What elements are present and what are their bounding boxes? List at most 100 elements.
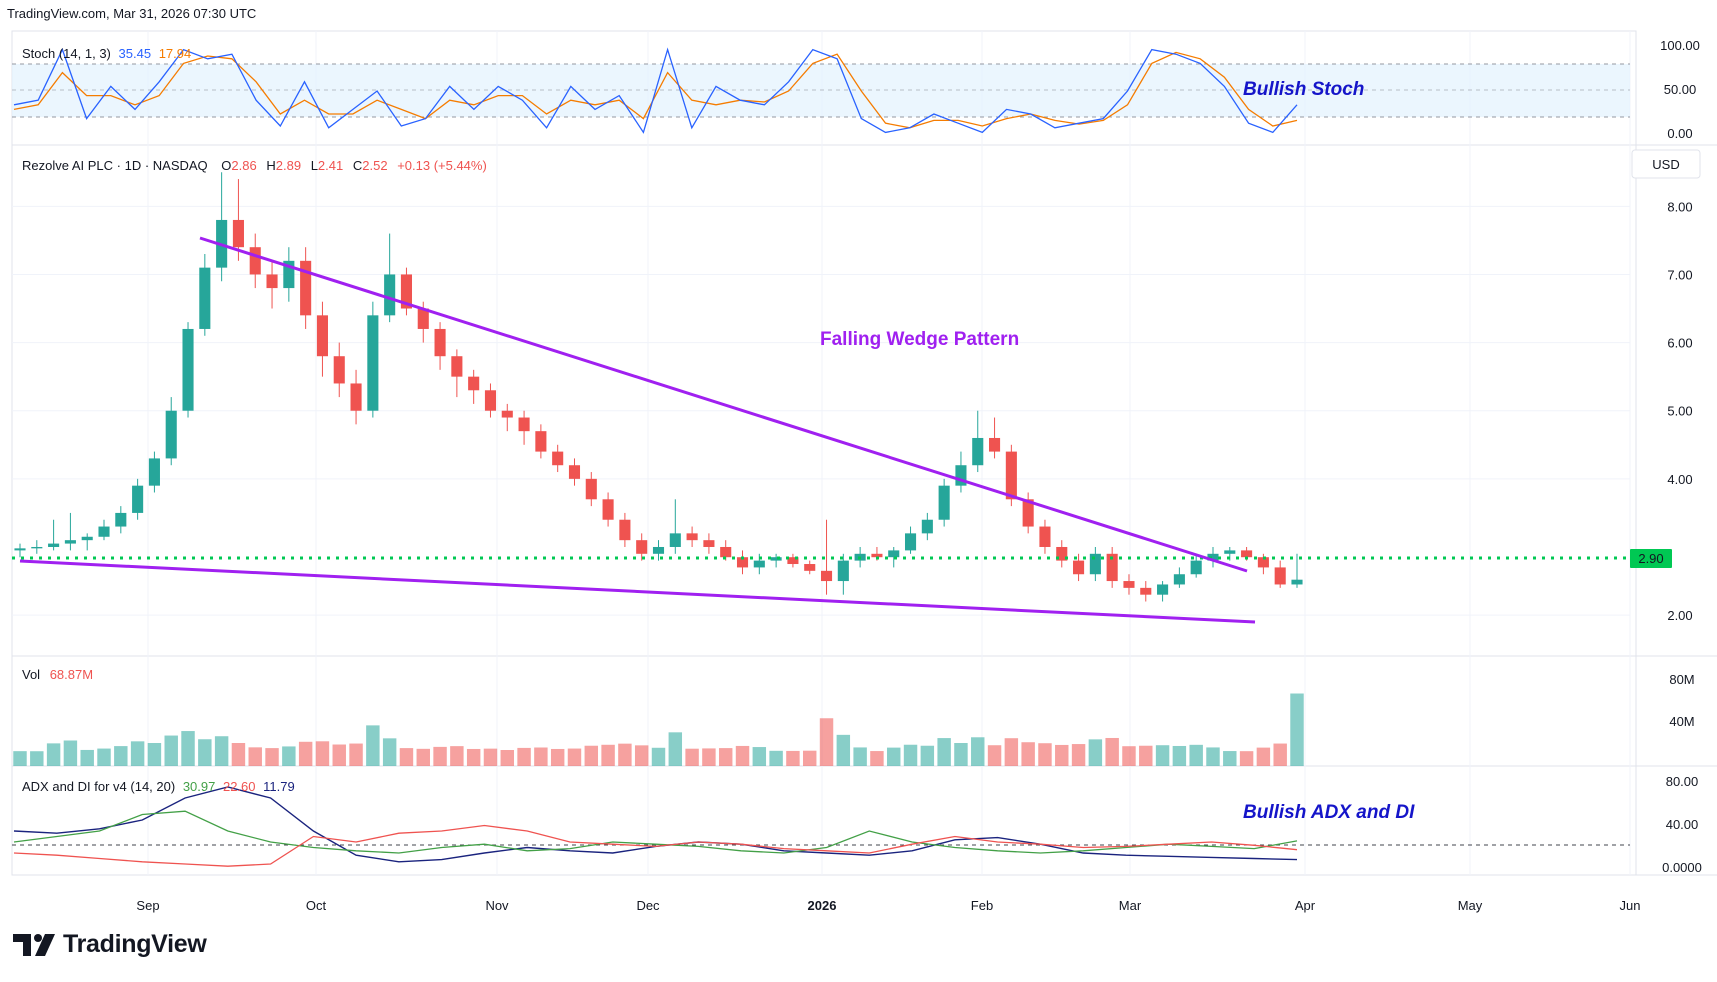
volume-bar bbox=[718, 748, 733, 766]
candle-body bbox=[484, 390, 497, 411]
volume-bar bbox=[483, 748, 498, 766]
volume-bar bbox=[114, 746, 128, 766]
candle-body bbox=[669, 533, 681, 547]
tradingview-logo-icon bbox=[13, 933, 55, 956]
volume-bar bbox=[332, 744, 346, 766]
volume-bar bbox=[147, 743, 162, 766]
candle-body bbox=[619, 519, 631, 541]
candle-body bbox=[266, 274, 278, 289]
candle-body bbox=[501, 410, 513, 418]
volume-bar bbox=[853, 747, 867, 766]
candle-body bbox=[1073, 560, 1085, 575]
candle-body bbox=[938, 485, 950, 520]
candle-body bbox=[232, 219, 244, 248]
price-tick-label: 6.00 bbox=[1667, 336, 1692, 351]
volume-pane: Vol 68.87M 80M 40M bbox=[13, 667, 1695, 766]
candle-body bbox=[753, 560, 765, 568]
candle-body bbox=[535, 431, 547, 452]
last-price-badge-bg bbox=[1630, 549, 1672, 568]
volume-bar bbox=[987, 745, 1002, 766]
volume-bar bbox=[769, 750, 783, 766]
adx-legend: ADX and DI for v4 (14, 20) 30.97 22.60 1… bbox=[22, 779, 295, 794]
time-tick-label: Dec bbox=[636, 898, 660, 913]
candle-body bbox=[468, 376, 480, 391]
stoch-tick-50: 50.00 bbox=[1664, 82, 1697, 97]
candle-body bbox=[1291, 579, 1303, 585]
volume-bar bbox=[46, 743, 61, 766]
candle-body bbox=[1123, 581, 1135, 588]
volume-bar bbox=[887, 747, 901, 766]
adx-tick-0: 0.0000 bbox=[1662, 860, 1702, 875]
stoch-tick-100: 100.00 bbox=[1660, 38, 1700, 53]
volume-bar bbox=[584, 745, 599, 766]
volume-bar bbox=[30, 751, 44, 766]
volume-bar bbox=[1223, 751, 1237, 766]
volume-bar bbox=[803, 750, 817, 766]
candle-body bbox=[585, 478, 597, 500]
candle-body bbox=[1005, 451, 1017, 500]
volume-bar bbox=[1189, 744, 1203, 766]
volume-bar bbox=[315, 741, 330, 766]
volume-bar bbox=[1055, 744, 1069, 766]
volume-bar bbox=[752, 747, 767, 766]
candle-body bbox=[820, 570, 833, 582]
volume-bar bbox=[198, 739, 212, 766]
volume-bar bbox=[265, 748, 279, 766]
candle-body bbox=[921, 519, 933, 534]
stoch-k-line bbox=[13, 47, 1298, 134]
candle-body bbox=[1140, 587, 1152, 595]
price-gridlines bbox=[12, 205, 1630, 616]
candle-body bbox=[652, 546, 665, 554]
candle-body bbox=[400, 274, 413, 309]
price-tick-label: 7.00 bbox=[1667, 267, 1692, 282]
volume-bar bbox=[466, 748, 481, 766]
candle-body bbox=[316, 315, 328, 357]
stoch-pane: Stoch (14, 1, 3) 35.45 17.94 Bullish Sto… bbox=[12, 38, 1700, 141]
candle-body bbox=[81, 536, 93, 541]
wedge-lower-line bbox=[19, 559, 1256, 624]
stoch-tick-0: 0.00 bbox=[1667, 126, 1692, 141]
candle-body bbox=[1173, 574, 1185, 585]
volume-tick-80m: 80M bbox=[1669, 672, 1694, 687]
volume-bar bbox=[130, 741, 145, 766]
volume-bar bbox=[450, 746, 464, 766]
tradingview-logo[interactable]: TradingView bbox=[13, 930, 207, 959]
price-tick-label: 4.00 bbox=[1667, 472, 1692, 487]
stoch-annotation: Bullish Stoch bbox=[1243, 79, 1364, 100]
candle-body bbox=[888, 550, 900, 558]
candle-body bbox=[1157, 584, 1169, 595]
volume-bar bbox=[13, 751, 27, 766]
candle-body bbox=[350, 383, 362, 411]
volume-bar bbox=[971, 737, 985, 766]
volume-bar bbox=[920, 745, 935, 766]
candle-body bbox=[1106, 553, 1118, 582]
header-title: TradingView.com, Mar 31, 2026 07:30 UTC bbox=[7, 6, 257, 21]
volume-bar bbox=[517, 747, 531, 766]
volume-bar bbox=[231, 743, 246, 766]
volume-bar bbox=[954, 743, 968, 766]
candle-body bbox=[64, 540, 76, 544]
time-tick-label: Nov bbox=[485, 898, 509, 913]
volume-bar bbox=[735, 745, 750, 766]
candle-body bbox=[451, 356, 463, 377]
adx-tick-40: 40.00 bbox=[1666, 817, 1699, 832]
volume-bar bbox=[500, 750, 514, 766]
volume-bar bbox=[1256, 747, 1271, 766]
candle-body bbox=[148, 458, 160, 486]
candle-body bbox=[1190, 560, 1202, 575]
candle-body bbox=[48, 543, 60, 547]
volume-bar bbox=[63, 740, 78, 766]
price-legend: Rezolve AI PLC · 1D · NASDAQ O2.86 H2.89… bbox=[22, 158, 487, 173]
time-tick-label: Oct bbox=[306, 898, 327, 913]
volume-bar bbox=[416, 748, 430, 766]
candle-body bbox=[417, 308, 429, 329]
candles bbox=[14, 172, 1303, 602]
currency-button[interactable]: USD bbox=[1631, 149, 1701, 179]
candle-body bbox=[1022, 499, 1034, 527]
wedge-upper-line bbox=[199, 236, 1248, 573]
candle-body bbox=[770, 557, 782, 561]
time-tick-label: Sep bbox=[136, 898, 159, 913]
volume-bar bbox=[1290, 693, 1304, 766]
adx-pane: ADX and DI for v4 (14, 20) 30.97 22.60 1… bbox=[12, 774, 1702, 875]
